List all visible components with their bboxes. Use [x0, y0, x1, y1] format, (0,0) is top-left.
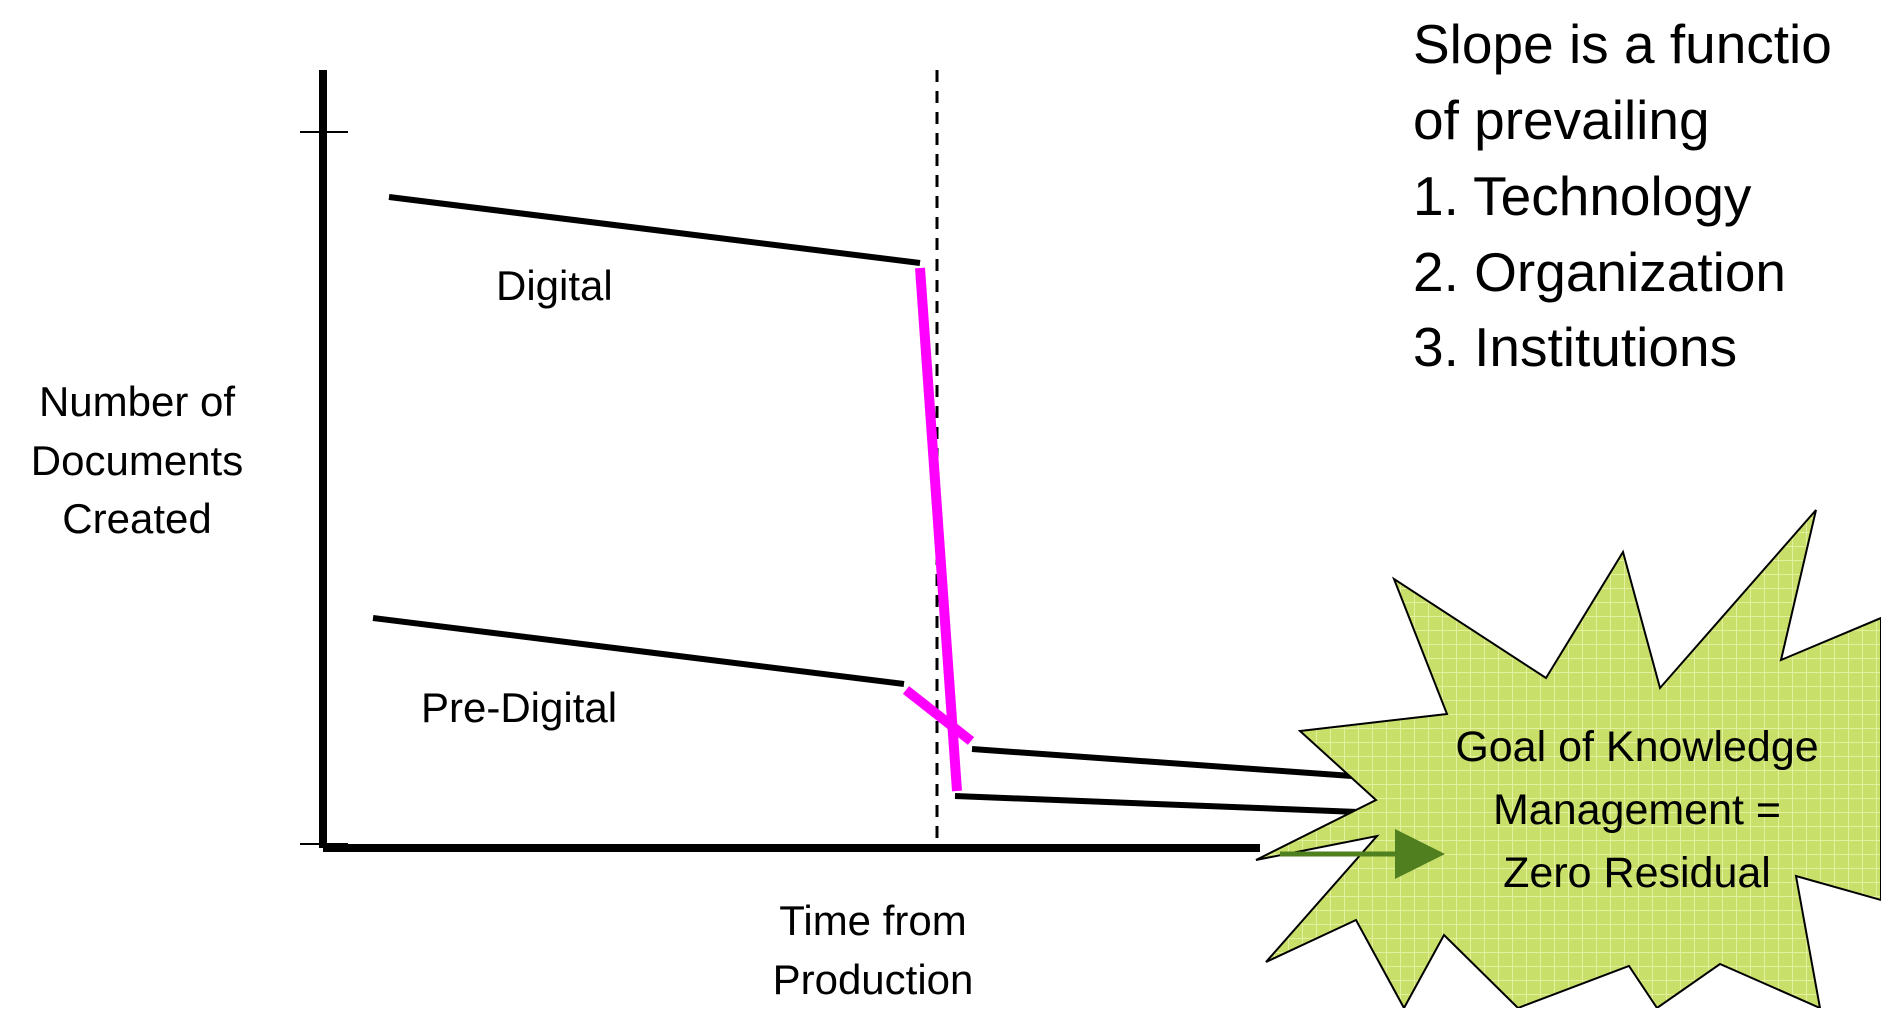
goal-callout-line-1: Goal of Knowledge	[1455, 723, 1818, 771]
goal-callout-line-3: Zero Residual	[1503, 849, 1771, 897]
goal-burst-shape	[1255, 509, 1881, 1011]
slope-note-line-1: Slope is a functio	[1413, 13, 1832, 75]
y-axis-label-line-1: Number of	[39, 378, 235, 425]
upper-residual-line	[971, 746, 1353, 779]
pre-digital-line	[372, 615, 905, 687]
slope-note-line-4: 2. Organization	[1413, 241, 1786, 303]
slope-note-line-5: 3. Institutions	[1413, 316, 1737, 378]
goal-callout-line-2: Management =	[1493, 786, 1781, 834]
slope-note-line-2: of prevailing	[1413, 89, 1710, 151]
y-axis-label-line-3: Created	[62, 495, 211, 542]
x-axis-label-line-1: Time from	[779, 897, 966, 944]
digital-label: Digital	[496, 262, 613, 309]
slope-note-line-3: 1. Technology	[1413, 165, 1752, 227]
pre-digital-label: Pre-Digital	[421, 684, 617, 731]
lower-residual-line	[954, 793, 1359, 815]
x-axis-label-line-2: Production	[773, 956, 974, 1003]
digital-line	[388, 194, 921, 266]
y-axis-label-line-2: Documents	[31, 437, 243, 484]
pre-digital-transition-line	[902, 686, 975, 745]
digital-transition-line	[915, 267, 962, 792]
